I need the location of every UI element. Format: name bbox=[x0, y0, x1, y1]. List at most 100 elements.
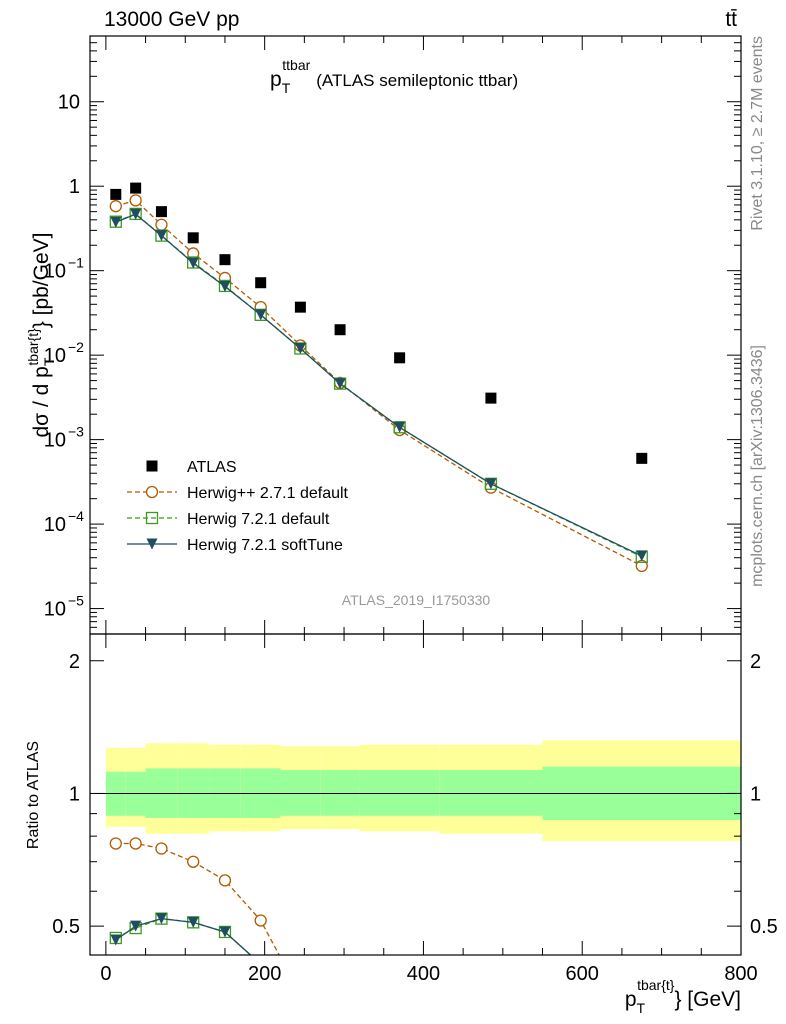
ratio-data-point bbox=[218, 874, 232, 887]
x-label-post: } [GeV] bbox=[674, 988, 741, 1011]
ratio-data-point bbox=[155, 842, 168, 855]
y-label-post: } [pb/GeV] bbox=[30, 232, 53, 328]
ratio-y-tick-label-right: 0.5 bbox=[750, 916, 778, 938]
stat-uncertainty-band bbox=[280, 770, 321, 816]
legend-marker bbox=[146, 460, 158, 472]
y-label-sup: tbar{t} bbox=[25, 328, 41, 366]
svg-text:dσ / d pTtbar{t}} [pb/GeV]: dσ / d pTtbar{t}} [pb/GeV] bbox=[25, 232, 57, 437]
main-series-group bbox=[109, 182, 648, 573]
data-point bbox=[187, 232, 199, 244]
data-point bbox=[294, 342, 306, 354]
process-label: tt̄ bbox=[725, 8, 737, 31]
legend: ATLAS Herwig++ 2.7.1 default Herwig 7.2.1 … bbox=[127, 459, 349, 554]
ratio-data-point bbox=[187, 916, 199, 928]
data-point bbox=[110, 216, 122, 228]
y-tick-label: 10 bbox=[44, 599, 66, 621]
ratio-bands bbox=[105, 740, 741, 842]
legend-entry: ATLAS bbox=[187, 459, 237, 476]
y-label-pre: dσ / d p bbox=[30, 366, 53, 437]
x-tick-label: 600 bbox=[566, 963, 599, 985]
data-point bbox=[155, 218, 168, 231]
main-title: pTttbar (ATLAS semileptonic ttbar) bbox=[270, 57, 518, 96]
data-point bbox=[130, 208, 142, 220]
data-point bbox=[110, 188, 122, 200]
data-point bbox=[255, 277, 267, 289]
data-point bbox=[334, 378, 346, 390]
x-axis-label: pTtbar{t}} [GeV] bbox=[625, 977, 741, 1016]
data-point bbox=[485, 478, 497, 490]
y-tick-label: 10 bbox=[44, 345, 66, 367]
legend-entry: Herwig++ 2.7.1 default bbox=[187, 485, 349, 502]
data-point bbox=[155, 206, 167, 218]
ratio-panel: 0.5 0.5 1 1 2 2 0 200 400 600 800 Ratio to ATLAS p… bbox=[25, 633, 778, 1016]
y-tick-exponent: −2 bbox=[68, 339, 84, 355]
ratio-y-tick-label-left: 0.5 bbox=[52, 916, 80, 938]
stat-uncertainty-band bbox=[320, 770, 360, 816]
x-label-pre: p bbox=[625, 988, 637, 1011]
stat-uncertainty-band bbox=[359, 770, 440, 816]
legend-marker bbox=[145, 485, 159, 499]
energy-label: 13000 GeV pp bbox=[104, 8, 239, 31]
analysis-id: ATLAS_2019_I1750330 bbox=[342, 592, 491, 608]
x-tick-label: 400 bbox=[407, 963, 440, 985]
data-point bbox=[394, 352, 406, 364]
y-tick-label: 10 bbox=[58, 92, 80, 114]
mcplots-label: mcplots.cern.ch [arXiv:1306.3436] bbox=[749, 345, 766, 587]
x-tick-label: 800 bbox=[724, 963, 757, 985]
ratio-plot-frame bbox=[89, 633, 742, 956]
data-point bbox=[334, 324, 346, 336]
y-tick-label: 10 bbox=[44, 261, 66, 283]
ratio-data-point bbox=[219, 926, 231, 938]
data-point bbox=[636, 452, 648, 464]
ratio-y-axis-label: Ratio to ATLAS bbox=[25, 741, 42, 849]
y-tick-label: 1 bbox=[69, 176, 80, 198]
data-point bbox=[294, 301, 306, 313]
data-point bbox=[255, 309, 267, 321]
ratio-data-point bbox=[110, 934, 122, 946]
data-point bbox=[129, 194, 142, 207]
ratio-series-group bbox=[109, 837, 280, 956]
legend-marker bbox=[146, 538, 158, 550]
x-label-sup: tbar{t} bbox=[637, 977, 675, 993]
ratio-data-point bbox=[129, 837, 142, 850]
y-tick-label: 10 bbox=[44, 514, 66, 536]
y-label-sub: T bbox=[41, 357, 57, 366]
ratio-tick-labels: 0.5 0.5 1 1 2 2 0 200 400 600 800 bbox=[52, 651, 778, 985]
y-tick-exponent: −5 bbox=[68, 593, 84, 609]
x-tick-label: 0 bbox=[100, 963, 111, 985]
legend-marker bbox=[145, 511, 159, 525]
ratio-data-point bbox=[155, 913, 167, 925]
ratio-y-tick-label-right: 2 bbox=[750, 651, 761, 673]
ratio-data-point bbox=[109, 837, 122, 850]
ratio-series-line bbox=[115, 917, 251, 956]
x-label-sub: T bbox=[637, 1000, 646, 1016]
data-point bbox=[219, 280, 231, 292]
data-point bbox=[485, 392, 497, 404]
y-tick-exponent: −1 bbox=[68, 255, 84, 271]
x-tick-label: 200 bbox=[248, 963, 281, 985]
y-tick-exponent: −3 bbox=[68, 424, 84, 440]
data-point bbox=[130, 182, 142, 194]
ratio-data-point bbox=[254, 914, 267, 927]
legend-entry: Herwig 7.2.1 softTune bbox=[187, 537, 343, 554]
main-y-axis-label: dσ / d pTtbar{t}} [pb/GeV] bbox=[25, 232, 57, 437]
data-point bbox=[155, 230, 167, 242]
title-sup: ttbar bbox=[282, 57, 310, 73]
title-p: p bbox=[270, 68, 282, 91]
main-axis-ticks bbox=[90, 35, 742, 634]
legend-entry: Herwig 7.2.1 default bbox=[187, 511, 330, 528]
stat-uncertainty-band bbox=[439, 770, 543, 816]
y-tick-label: 10 bbox=[44, 430, 66, 452]
title-rest: (ATLAS semileptonic ttbar) bbox=[316, 71, 518, 90]
ratio-y-tick-label-right: 1 bbox=[750, 783, 761, 805]
data-point bbox=[394, 421, 406, 433]
data-point bbox=[109, 200, 122, 213]
y-tick-exponent: −4 bbox=[68, 508, 84, 524]
ratio-y-tick-label-left: 1 bbox=[69, 783, 80, 805]
ratio-data-point bbox=[130, 920, 142, 932]
ratio-data-point bbox=[187, 855, 200, 868]
rivet-version-label: Rivet 3.1.10, ≥ 2.7M events bbox=[749, 36, 766, 231]
ratio-y-tick-label-left: 2 bbox=[69, 651, 80, 673]
